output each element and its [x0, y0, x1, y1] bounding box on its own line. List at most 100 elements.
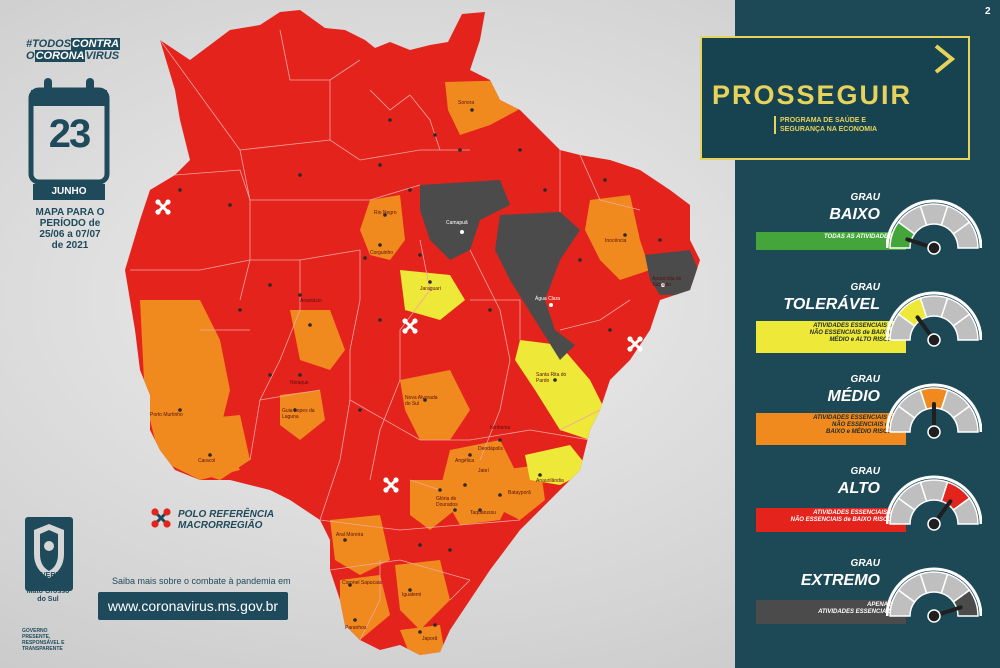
- program-title: PROSSEGUIR: [712, 80, 913, 110]
- level-description-line: NÃO ESSENCIAIS de: [831, 422, 892, 428]
- city-label: Nioaque: [290, 380, 309, 386]
- gauge-hub: [927, 609, 941, 623]
- level-description-line: APENAS: [866, 602, 892, 608]
- city-label: Japorã: [422, 636, 438, 642]
- city-label: Iguatemi: [402, 592, 422, 598]
- city-label: Ivinhema: [490, 425, 511, 431]
- website-link[interactable]: www.coronavirus.ms.gov.br: [98, 592, 288, 620]
- level-description-line: ATIVIDADES ESSENCIAIS e: [813, 510, 892, 516]
- macroregion-marker-corumba: [155, 199, 171, 215]
- gauge-segment: [952, 497, 979, 525]
- period-line: MAPA PARA O: [35, 207, 105, 218]
- period-line: 25/06 a 07/07: [39, 229, 101, 240]
- gauge-segment: [952, 405, 979, 433]
- city-label: Angélica: [455, 458, 475, 464]
- level-grau-label: GRAU: [850, 374, 880, 385]
- level-description-line: NÃO ESSENCIAIS de BAIXO,: [809, 330, 892, 336]
- level-description-line: ATIVIDADES ESSENCIAIS e: [813, 323, 892, 329]
- city-label: Paranhos: [345, 625, 367, 631]
- gauge-hub: [927, 333, 941, 347]
- city-label: Rio Negro: [374, 210, 397, 216]
- chevron-right-icon: [934, 44, 956, 74]
- level-grau-label: GRAU: [850, 282, 880, 293]
- level-description: APENAS ATIVIDADES ESSENCIAIS: [756, 600, 906, 624]
- legend-line: POLO REFERÊNCIA: [178, 509, 275, 520]
- level-grau-label: GRAU: [850, 192, 880, 203]
- level-name: TOLERÁVEL: [783, 296, 880, 313]
- program-header: [700, 36, 970, 160]
- level-description: TODAS AS ATIVIDADES: [756, 232, 906, 250]
- government-line: do Sul: [37, 596, 59, 603]
- map-period: MAPA PARA O PERÍODO de 25/06 a 07/07 de …: [20, 207, 120, 251]
- tagline-line: RESPONSÁVEL E: [22, 640, 65, 646]
- government-line: Mato Grosso: [26, 588, 70, 595]
- tagline-line: TRANSPARENTE: [22, 646, 63, 652]
- level-description-line: BAIXO e MÉDIO RISCO: [825, 429, 892, 435]
- level-description: ATIVIDADES ESSENCIAIS e NÃO ESSENCIAIS d…: [756, 508, 906, 532]
- level-name: EXTREMO: [800, 572, 880, 589]
- government-line: GOVERNO: [30, 572, 66, 579]
- city-label: Caracol: [198, 458, 216, 464]
- city-label: Corguinho: [370, 250, 394, 256]
- gauge-segment: [952, 313, 979, 341]
- level-description-line: MÉDIO e ALTO RISCO: [829, 337, 892, 343]
- city-label: Santa Rita do Pardo: [536, 372, 567, 384]
- calendar-day: 23: [48, 112, 92, 156]
- macroregion-marker-campo-grande: [402, 318, 418, 334]
- state-map: [125, 10, 700, 655]
- gauge-segment: [952, 221, 979, 249]
- city-label: Jateí: [478, 468, 489, 474]
- hashtag-word: TODOS: [32, 38, 72, 50]
- hashtag-prefix: #: [26, 38, 33, 50]
- government-name: GOVERNO DO ESTADO Mato Grosso do Sul: [18, 572, 78, 604]
- gauge-icon: [886, 383, 982, 439]
- level-description: ATIVIDADES ESSENCIAIS e NÃO ESSENCIAIS d…: [756, 321, 906, 353]
- city-label: Glória de Dourados: [436, 496, 458, 508]
- state-coat-of-arms-icon: [25, 517, 73, 591]
- macroregion-marker-tres-lagoas: [627, 336, 643, 352]
- level-description-line: NÃO ESSENCIAIS de BAIXO RISCO: [790, 517, 892, 523]
- city-label: Guia Lopes da Laguna: [282, 408, 315, 420]
- tagline-line: GOVERNO: [22, 628, 48, 634]
- page-number: 2: [985, 6, 991, 17]
- hashtag-word: CONTRA: [71, 38, 121, 50]
- program-subtitle: PROGRAMA DE SAÚDE E SEGURANÇA NA ECONOMI…: [774, 116, 960, 134]
- tagline-line: PRESENTE,: [22, 634, 51, 640]
- city-label: Porto Murtinho: [150, 412, 183, 418]
- gauge-hub: [927, 241, 941, 255]
- government-line: DO ESTADO: [27, 580, 69, 587]
- level-grau-label: GRAU: [850, 466, 880, 477]
- level-description: ATIVIDADES ESSENCIAIS e NÃO ESSENCIAIS d…: [756, 413, 906, 445]
- level-name: BAIXO: [829, 206, 880, 223]
- gauge-icon: [886, 567, 982, 623]
- city-label: Anastácio: [300, 298, 322, 304]
- info-text: Saiba mais sobre o combate à pandemia em: [112, 576, 291, 586]
- gauge-rim: [886, 567, 982, 617]
- level-description-line: ATIVIDADES ESSENCIAIS e: [813, 415, 892, 421]
- gauge-icon: [886, 199, 982, 255]
- gauge-rim: [886, 199, 982, 249]
- gauge-rim: [886, 383, 982, 433]
- hashtag-word: CORONA: [34, 50, 86, 62]
- gauge-rim: [886, 291, 982, 341]
- level-name: ALTO: [837, 480, 880, 497]
- gauge-hub: [927, 425, 941, 439]
- city-label: Camapuã: [446, 220, 468, 226]
- hashtag-word: VIRUS: [85, 50, 120, 62]
- period-line: PERÍODO de: [39, 218, 101, 229]
- city-label: Coronel Sapucaia: [342, 580, 382, 586]
- gauge-icon: [886, 291, 982, 347]
- city-label: Aral Moreira: [336, 532, 364, 538]
- city-label: Batayporã: [508, 490, 531, 496]
- government-tagline: GOVERNO PRESENTE, RESPONSÁVEL E TRANSPAR…: [22, 628, 92, 652]
- macroregion-marker-dourados: [383, 477, 399, 493]
- city-label: Anaurilândia: [536, 478, 564, 484]
- program-subtitle-line: SEGURANÇA NA ECONOMIA: [780, 126, 878, 133]
- city-label: Sonora: [458, 100, 475, 106]
- period-line: de 2021: [51, 240, 89, 251]
- macroregion-marker-icon: [151, 508, 171, 528]
- macroregion-markers: [155, 199, 643, 493]
- hashtag-word: O: [26, 50, 35, 62]
- city-label: Jaraguari: [420, 286, 441, 292]
- city-label: Nova Alvorada do Sul: [405, 395, 438, 407]
